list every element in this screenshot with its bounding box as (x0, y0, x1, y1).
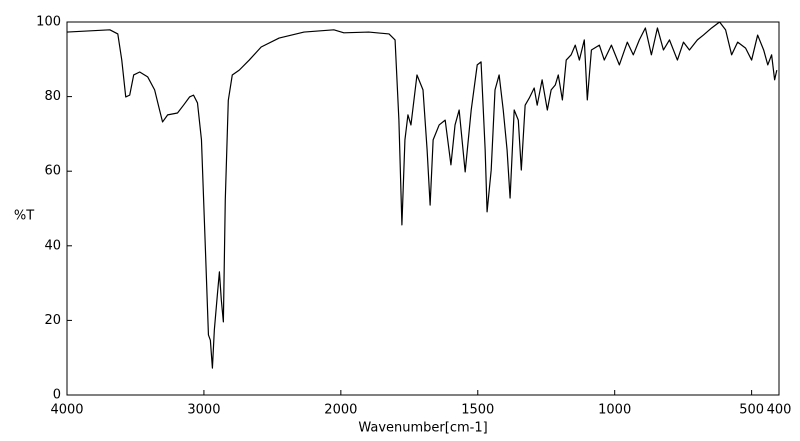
y-tick-label: 20 (44, 313, 61, 328)
x-tick-label: 1500 (461, 403, 494, 418)
y-tick-label: 100 (36, 15, 61, 30)
y-axis-label: %T (14, 209, 34, 224)
y-tick-label: 40 (44, 238, 61, 253)
plot-frame (66, 21, 780, 396)
x-tick-label: 1000 (598, 403, 631, 418)
y-tick-label: 0 (53, 388, 61, 403)
x-tick-label: 400 (767, 403, 792, 418)
x-tick-label: 4000 (50, 403, 83, 418)
x-tick-label: 500 (739, 403, 764, 418)
spectrum-line (66, 21, 778, 369)
x-axis-label: Wavenumber[cm-1] (358, 421, 487, 436)
y-tick-label: 60 (44, 164, 61, 179)
y-tick-label: 80 (44, 89, 61, 104)
x-tick-label: 3000 (187, 403, 220, 418)
x-tick-label: 2000 (324, 403, 357, 418)
